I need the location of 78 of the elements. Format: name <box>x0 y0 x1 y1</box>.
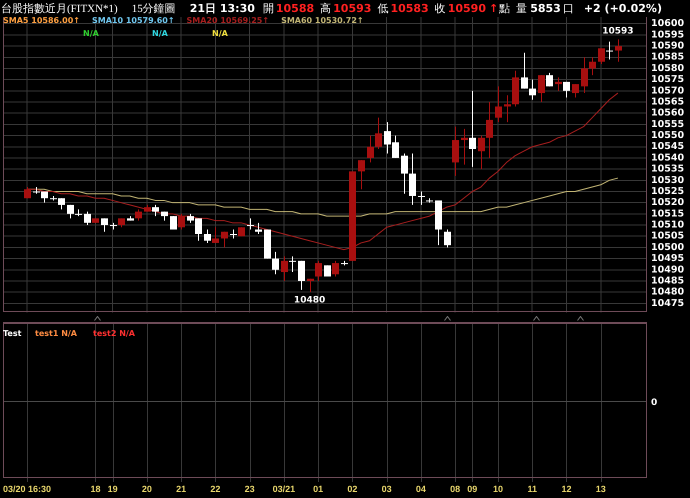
y-tick-label: 10580 <box>651 62 684 74</box>
text: ↑ <box>489 2 498 15</box>
category-label: 13 <box>596 484 606 494</box>
text: 21日 13:30 <box>190 1 255 16</box>
chart-title: 台股指數近月(FITXN*1) <box>1 2 118 16</box>
text: 高 <box>320 2 332 16</box>
text: 低 <box>377 2 388 16</box>
y-tick-label: 10490 <box>651 264 684 276</box>
annotation: N/A <box>83 29 99 38</box>
category-label: 19 <box>108 484 118 494</box>
category-label: 12 <box>561 484 572 494</box>
y-tick-label: 10520 <box>651 197 684 208</box>
y-tick-label: 10545 <box>651 141 684 152</box>
y-tick-label: 10515 <box>651 208 684 220</box>
y-tick-label: 10590 <box>651 40 684 52</box>
category-label: 11 <box>527 484 537 494</box>
category-label: 18 <box>90 484 100 494</box>
category-label: 01 <box>313 484 324 494</box>
text: test2 N/A <box>93 329 135 338</box>
candlestick <box>289 256 296 272</box>
text: 量 <box>516 2 528 16</box>
text: 10590 <box>448 2 486 15</box>
y-tick-label: 10530 <box>651 174 684 186</box>
text: Test <box>3 329 22 338</box>
text: +2 (+0.02%) <box>584 2 662 15</box>
text: 10588 <box>276 2 314 15</box>
category-label: 03/21 <box>272 484 296 494</box>
annotation: N/A <box>212 29 228 38</box>
text: 開 <box>262 2 274 16</box>
y-tick-label: 10575 <box>651 74 684 86</box>
category-label: 08 <box>450 484 460 494</box>
text: 0 <box>651 398 658 408</box>
y-tick-label: 10485 <box>651 275 684 286</box>
annotation: SMA10 10579.60↑ <box>92 16 175 25</box>
text: 收 <box>434 2 446 16</box>
text: 口 <box>562 2 574 16</box>
y-tick-label: 10475 <box>651 298 684 309</box>
y-tick-label: 10600 <box>651 18 684 30</box>
category-label: 02 <box>347 484 358 494</box>
category-label: 09 <box>467 484 478 494</box>
y-tick-label: 10570 <box>651 85 684 96</box>
y-tick-label: 10540 <box>651 152 684 164</box>
category-label: 03/20 16:30 <box>2 484 51 494</box>
y-tick-label: 10505 <box>651 230 684 242</box>
y-tick-label: 10510 <box>651 220 684 231</box>
y-tick-label: 10480 <box>651 286 684 298</box>
annotation: 10593 <box>602 26 634 37</box>
text: SMA60 10530.72↑ <box>281 16 364 25</box>
category-label: 03 <box>382 484 392 494</box>
text: 10583 <box>390 2 429 15</box>
y-tick-label: 10525 <box>651 186 684 197</box>
y-tick-label: 10585 <box>651 52 684 63</box>
y-tick-label: 10565 <box>651 96 684 108</box>
candlestick <box>504 95 511 122</box>
text: 15分鐘圖 <box>132 2 176 16</box>
text: 10593 <box>333 2 372 15</box>
candlestick <box>606 42 613 60</box>
candlestick <box>418 191 425 205</box>
text: 5853 <box>530 2 561 15</box>
category-label: 23 <box>244 484 255 494</box>
y-tick-label: 10500 <box>651 242 684 253</box>
y-tick-label: 10560 <box>651 108 684 119</box>
y-tick-label: 10595 <box>651 29 684 40</box>
category-label: 21 <box>176 484 186 494</box>
y-tick-label: 10535 <box>651 164 684 175</box>
text: SMA20 10569.25↑ <box>186 16 270 25</box>
y-tick-label: 10495 <box>651 253 684 264</box>
annotation: 10480 <box>294 296 326 306</box>
category-label: 10 <box>492 484 503 494</box>
text: 點 <box>499 2 510 16</box>
text: test1 N/A <box>35 329 77 338</box>
category-label: 04 <box>416 484 426 494</box>
annotation: SMA5 10586.00↑ <box>3 16 80 25</box>
category-label: 20 <box>142 484 152 494</box>
category-label: 22 <box>210 484 220 494</box>
y-tick-label: 10555 <box>651 118 684 130</box>
annotation: N/A <box>152 29 168 38</box>
y-tick-label: 10550 <box>651 130 684 142</box>
